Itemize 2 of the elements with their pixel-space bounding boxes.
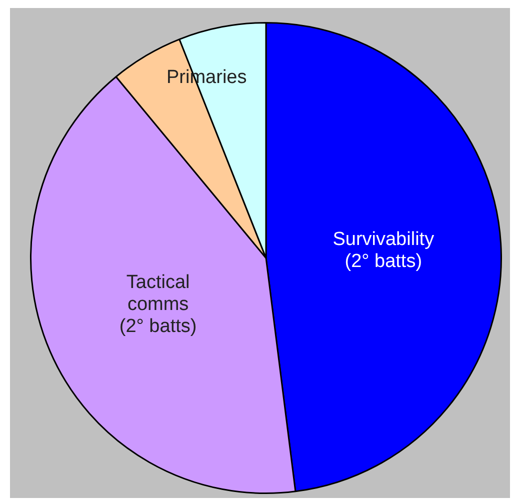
slice-label: Tactical comms (2° batts)	[119, 272, 197, 337]
slice-label: Survivability (2° batts)	[332, 228, 435, 272]
